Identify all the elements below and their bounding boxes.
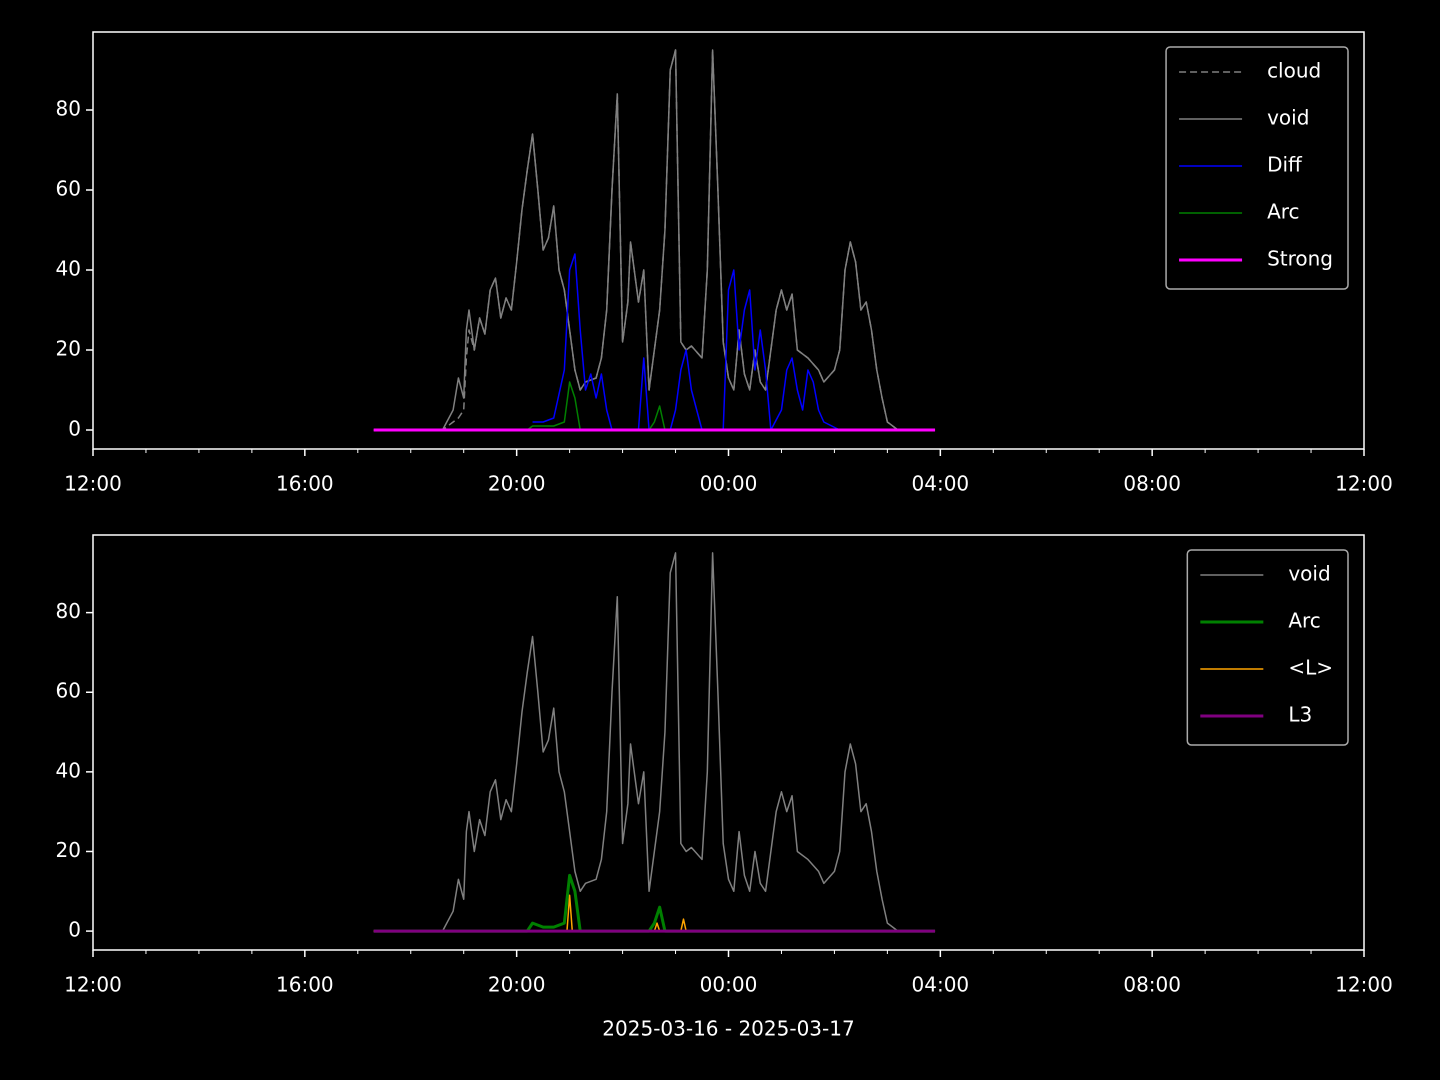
series-line (373, 381, 936, 431)
x-tick-label: 12:00 (1335, 472, 1393, 496)
x-tick-label: 12:00 (1335, 973, 1393, 997)
y-tick-label: 40 (56, 257, 81, 281)
axes: 0 20 40 60 80 12:00 16:00 20:00 00:00 04:00 08:00 1… (56, 534, 1393, 1041)
y-tick-label: 20 (56, 838, 81, 862)
legend-label: Arc (1267, 200, 1299, 224)
x-tick-label: 00:00 (700, 472, 758, 496)
x-tick-label: 08:00 (1123, 472, 1181, 496)
legend-label: Diff (1267, 153, 1303, 177)
x-tick-label: 04:00 (912, 973, 970, 997)
series-line (373, 873, 936, 933)
legend-label: void (1267, 106, 1309, 130)
axes: 0 20 40 60 80 12:00 16:00 20:00 00:00 04:00 08:00 1… (56, 31, 1393, 496)
x-tick-label: 20:00 (488, 973, 546, 997)
legend-label: Arc (1288, 609, 1320, 633)
x-tick-label: 04:00 (912, 472, 970, 496)
legend-box (1165, 46, 1349, 290)
series-line (373, 552, 936, 932)
x-axis-label: 2025-03-16 - 2025-03-17 (602, 1017, 854, 1041)
x-tick-label: 20:00 (488, 472, 546, 496)
y-tick-label: 80 (56, 599, 81, 623)
series-line (532, 253, 841, 431)
legend-label: Strong (1267, 247, 1333, 271)
x-tick-label: 00:00 (700, 973, 758, 997)
legend: void Arc <L> L3 (1186, 549, 1349, 746)
y-tick-label: 60 (56, 177, 81, 201)
x-tick-label: 12:00 (64, 472, 122, 496)
axes-frame (92, 31, 1365, 450)
y-tick-label: 20 (56, 337, 81, 361)
x-tick-label: 16:00 (276, 973, 334, 997)
x-tick-label: 16:00 (276, 472, 334, 496)
legend-box (1186, 549, 1349, 746)
legend: cloud void Diff Arc Strong (1165, 46, 1349, 290)
y-tick-label: 60 (56, 679, 81, 703)
x-tick-label: 12:00 (64, 973, 122, 997)
x-tick-label: 08:00 (1123, 973, 1181, 997)
legend-label: cloud (1267, 59, 1321, 83)
y-tick-label: 0 (68, 918, 81, 942)
y-tick-label: 40 (56, 758, 81, 782)
y-tick-label: 0 (68, 417, 81, 441)
legend-label: L3 (1288, 703, 1312, 727)
axes-frame (92, 534, 1365, 951)
legend-label: <L> (1288, 656, 1333, 680)
y-tick-label: 80 (56, 97, 81, 121)
series-line (373, 49, 936, 431)
series-line (373, 894, 936, 932)
legend-label: void (1288, 562, 1330, 586)
